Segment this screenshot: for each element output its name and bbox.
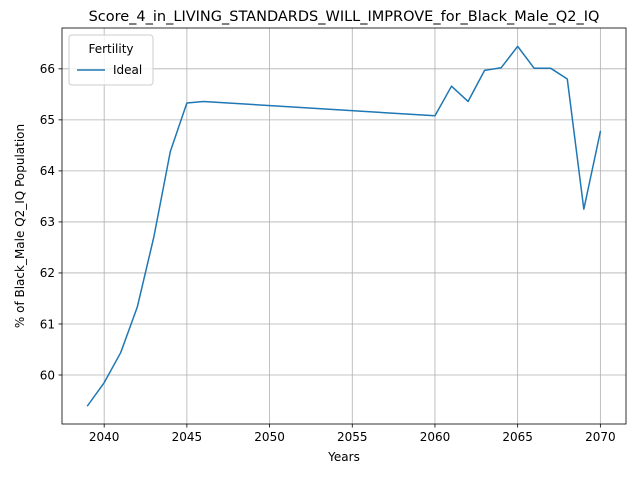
y-axis-label: % of Black_Male Q2_IQ Population (13, 124, 27, 328)
chart-title: Score_4_in_LIVING_STANDARDS_WILL_IMPROVE… (89, 9, 600, 25)
legend-box (68, 34, 154, 86)
x-tick-label: 2060 (420, 430, 451, 444)
y-tick-label: 66 (40, 62, 55, 76)
series-layer (86, 45, 602, 407)
legend-label-ideal: Ideal (113, 63, 142, 77)
x-ticks: 2040 2045 2050 2055 2060 2065 2070 (89, 424, 616, 444)
grid (62, 28, 626, 424)
plot-frame (61, 27, 627, 425)
x-tick-label: 2050 (254, 430, 285, 444)
y-tick-label: 64 (40, 164, 55, 178)
y-tick-label: 62 (40, 266, 55, 280)
legend: Fertility Ideal (68, 34, 154, 86)
x-tick-label: 2045 (172, 430, 203, 444)
series-line-ideal (86, 45, 602, 407)
y-tick-label: 63 (40, 215, 55, 229)
x-axis-label: Years (327, 450, 360, 464)
y-tick-label: 61 (40, 317, 55, 331)
y-tick-label: 65 (40, 113, 55, 127)
x-tick-label: 2065 (502, 430, 533, 444)
x-tick-label: 2040 (89, 430, 120, 444)
y-tick-label: 60 (40, 368, 55, 382)
legend-title: Fertility (88, 42, 133, 56)
x-tick-label: 2055 (337, 430, 368, 444)
y-ticks: 60 61 62 63 64 65 66 (40, 62, 62, 382)
x-tick-label: 2070 (585, 430, 616, 444)
